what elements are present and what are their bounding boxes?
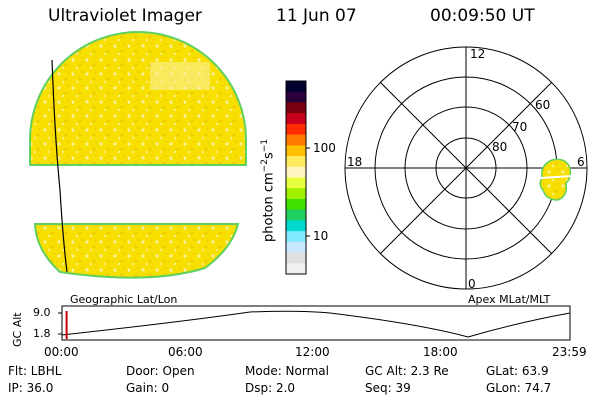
status-seq: Seq: 39: [365, 381, 411, 395]
mlt-label-18: 18: [347, 155, 363, 169]
colorbar: [286, 81, 306, 275]
status-glon: GLon: 74.7: [486, 381, 552, 395]
geo-meridian-line: [51, 59, 68, 273]
instrument-title: Ultraviolet Imager: [48, 6, 202, 26]
timeline-xtick-0600: 06:00: [168, 345, 203, 359]
timeline-ylabel: GC Alt: [11, 312, 24, 347]
lat-label-70: 70: [512, 120, 528, 134]
colorbar-segment: [286, 263, 306, 275]
status-flt: Flt: LBHL: [8, 364, 62, 378]
colorbar-segment: [286, 166, 306, 179]
colorbar-segment: [286, 81, 306, 93]
date-label: 11 Jun 07: [276, 6, 357, 26]
apex-image-blob: [539, 158, 573, 201]
colorbar-unit-label: photon cm−2s−1: [260, 139, 276, 242]
mlt-label-6: 6: [577, 155, 585, 169]
lat-label-80: 80: [492, 140, 508, 154]
colorbar-segment: [286, 252, 306, 264]
timeline-frame: [61, 305, 571, 341]
colorbar-segment: [286, 134, 306, 146]
colorbar-frame: [285, 80, 307, 275]
mlt-label-12: 12: [470, 47, 486, 61]
colorbar-segment: [286, 145, 306, 157]
colorbar-segment: [286, 209, 306, 221]
timeline-xtick-1200: 12:00: [295, 345, 330, 359]
status-dsp: Dsp: 2.0: [245, 381, 296, 395]
status-glat: GLat: 63.9: [486, 364, 549, 378]
geo-image-bottom: [33, 223, 240, 279]
geo-panel-label: Geographic Lat/Lon: [70, 293, 178, 306]
timeline-current-marker: [65, 311, 68, 339]
timeline-ytick-label-low: 1.8: [33, 327, 51, 340]
timeline-xtick-2359: 23:59: [552, 345, 587, 359]
timeline-ytick-label-high: 9.0: [33, 306, 51, 319]
timeline-xtick-1800: 18:00: [423, 345, 458, 359]
timeline-altitude-curve: [61, 310, 571, 338]
colorbar-segment: [286, 231, 306, 243]
colorbar-segment: [286, 198, 306, 211]
timeline-xtick-0000: 00:00: [44, 345, 79, 359]
mlt-label-0: 0: [468, 277, 476, 291]
status-gcalt: GC Alt: 2.3 Re: [365, 364, 449, 378]
colorbar-segment: [286, 220, 306, 232]
lat-label-60: 60: [535, 98, 551, 112]
colorbar-segment: [286, 113, 306, 125]
colorbar-unit-s: s: [261, 152, 277, 160]
colorbar-unit-text: photon cm: [261, 172, 277, 242]
apex-panel-label: Apex MLat/MLT: [468, 293, 551, 306]
colorbar-unit-exp1: −2: [260, 159, 270, 173]
colorbar-segment: [286, 156, 306, 168]
colorbar-segment: [286, 241, 306, 254]
colorbar-tick-label-10: 10: [313, 229, 329, 243]
status-ip: IP: 36.0: [8, 381, 54, 395]
colorbar-unit-exp2: −1: [260, 138, 270, 153]
time-label: 00:09:50 UT: [430, 6, 535, 26]
status-door: Door: Open: [126, 364, 195, 378]
colorbar-tick-label-100: 100: [313, 141, 336, 155]
status-mode: Mode: Normal: [245, 364, 329, 378]
colorbar-segment: [286, 123, 306, 136]
colorbar-segment: [286, 102, 306, 114]
geo-image-top: [29, 31, 247, 166]
colorbar-segment: [286, 91, 306, 104]
colorbar-segment: [286, 188, 306, 200]
status-gain: Gain: 0: [126, 381, 170, 395]
colorbar-segment: [286, 177, 306, 189]
